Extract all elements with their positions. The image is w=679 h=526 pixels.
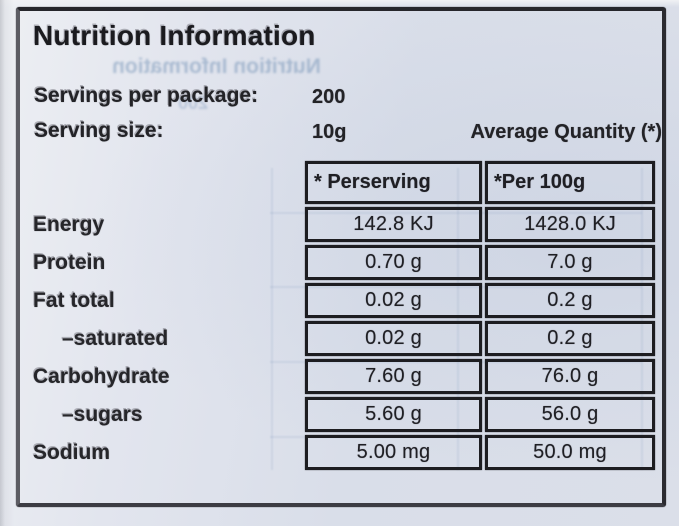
nutrient-label-protein: Protein (33, 250, 106, 274)
page-title: Nutrition Information (33, 20, 316, 51)
serving-size-label: Serving size: (34, 119, 164, 142)
column-header-per-100g: *Per 100g (485, 161, 655, 204)
label-border-frame (16, 7, 666, 507)
nutrient-label-saturated: –saturated (62, 326, 169, 350)
carbohydrate-per-100g-value: 76.0 g (485, 359, 655, 394)
ghost-grid-line (270, 212, 642, 214)
ghost-grid-line (641, 168, 643, 470)
column-header-per-serving: * Perserving (305, 161, 482, 204)
servings-per-package-value: 200 (312, 86, 346, 108)
sugars-per-serving-value: 5.60 g (305, 397, 482, 432)
ghost-grid-line (457, 168, 459, 470)
saturated-per-serving-value: 0.02 g (305, 321, 482, 356)
sugars-per-100g-value: 56.0 g (485, 397, 655, 432)
average-quantity-heading: Average Quantity (*) (470, 121, 662, 143)
nutrition-table: * Perserving *Per 100g Energy 142.8 KJ 1… (33, 161, 655, 470)
sodium-per-100g-value: 50.0 mg (485, 435, 655, 470)
sodium-per-serving-value: 5.00 mg (305, 435, 482, 470)
energy-per-100g-value: 1428.0 KJ (485, 207, 655, 242)
nutrient-label-energy: Energy (33, 212, 105, 236)
carbohydrate-per-serving-value: 7.60 g (305, 359, 482, 394)
protein-per-100g-value: 7.0 g (485, 245, 655, 280)
servings-per-package-label: Servings per package: (34, 84, 259, 107)
fat-total-per-100g-value: 0.2 g (485, 283, 655, 318)
serving-size-value: 10g (312, 121, 347, 143)
saturated-per-100g-value: 0.2 g (485, 321, 655, 356)
nutrient-label-fat-total: Fat total (33, 288, 115, 312)
ghost-grid-line (270, 286, 642, 288)
ghost-grid-line (271, 168, 273, 470)
fat-total-per-serving-value: 0.02 g (305, 283, 482, 318)
protein-per-serving-value: 0.70 g (305, 245, 482, 280)
nutrient-label-sodium: Sodium (33, 440, 110, 464)
energy-per-serving-value: 142.8 KJ (305, 207, 482, 242)
nutrient-label-carbohydrate: Carbohydrate (33, 364, 170, 388)
nutrient-label-sugars: –sugars (62, 402, 143, 426)
table-corner-spacer (33, 161, 302, 204)
ghost-grid-line (270, 361, 642, 363)
